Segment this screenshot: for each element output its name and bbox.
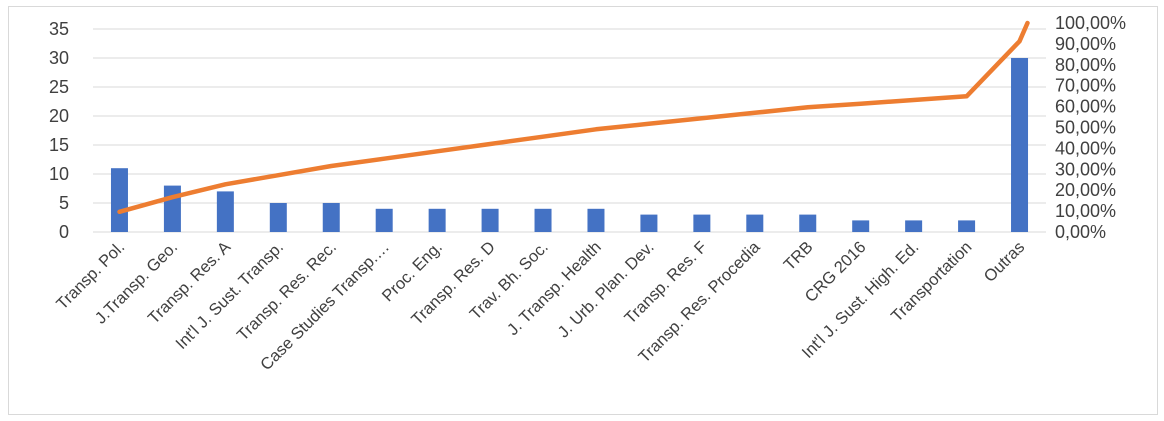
x-category-label: Outras bbox=[981, 238, 1029, 286]
category-axis: Transp. Pol.J.Transp. Geo.Transp. Res. A… bbox=[53, 238, 1028, 375]
y-tick-label: 30 bbox=[49, 48, 69, 68]
y-tick-label: 5 bbox=[59, 193, 69, 213]
y-tick-label: 15 bbox=[49, 135, 69, 155]
bar bbox=[428, 208, 446, 232]
x-category-label: J. Urb. Plan. Dev. bbox=[554, 238, 657, 341]
cumulative-line bbox=[117, 20, 1030, 215]
y2-tick-label: 60,00% bbox=[1055, 97, 1116, 117]
y2-tick-label: 30,00% bbox=[1055, 159, 1116, 179]
bar bbox=[693, 214, 711, 232]
pareto-chart: 0 5 10 15 20 25 30 35 0,00%10,00%20,00%30,00%40… bbox=[49, 13, 1126, 375]
y2-tick-label: 80,00% bbox=[1055, 55, 1116, 75]
bar bbox=[640, 214, 658, 232]
y-tick-label: 10 bbox=[49, 164, 69, 184]
cumulative-line-series bbox=[117, 20, 1030, 215]
bar bbox=[216, 191, 234, 232]
primary-y-axis: 0 5 10 15 20 25 30 35 bbox=[49, 19, 69, 242]
bar bbox=[481, 208, 499, 232]
bar bbox=[1011, 58, 1029, 232]
y2-tick-label: 90,00% bbox=[1055, 34, 1116, 54]
x-category-label: Transp. Res. Rec. bbox=[234, 238, 340, 344]
y-tick-label: 35 bbox=[49, 19, 69, 39]
bar bbox=[587, 208, 605, 232]
secondary-y-axis: 0,00%10,00%20,00%30,00%40,00%50,00%60,00… bbox=[1055, 13, 1126, 242]
x-category-label: J. Transp. Health bbox=[504, 238, 605, 339]
y2-tick-label: 20,00% bbox=[1055, 180, 1116, 200]
bar bbox=[746, 214, 764, 232]
y2-tick-label: 70,00% bbox=[1055, 76, 1116, 96]
y2-tick-label: 100,00% bbox=[1055, 13, 1126, 33]
y2-tick-label: 50,00% bbox=[1055, 118, 1116, 138]
bar bbox=[322, 203, 340, 232]
bar bbox=[905, 220, 923, 232]
chart-area: 0 5 10 15 20 25 30 35 0,00% 10,00% 20,00% 30,00% 40… bbox=[8, 6, 1158, 415]
y-tick-label: 20 bbox=[49, 106, 69, 126]
bar bbox=[269, 203, 287, 232]
bar bbox=[799, 214, 817, 232]
bar bbox=[110, 168, 128, 232]
y2-tick-label: 40,00% bbox=[1055, 138, 1116, 158]
y-tick-label: 25 bbox=[49, 77, 69, 97]
bar bbox=[375, 208, 393, 232]
x-category-label: TRB bbox=[781, 238, 817, 274]
bar bbox=[163, 185, 181, 232]
bar bbox=[534, 208, 552, 232]
gridlines bbox=[93, 28, 1046, 233]
bar bbox=[958, 220, 976, 232]
y2-tick-label: 10,00% bbox=[1055, 201, 1116, 221]
y2-tick-label: 0,00% bbox=[1055, 222, 1106, 242]
bar bbox=[852, 220, 870, 232]
y-tick-label: 0 bbox=[59, 222, 69, 242]
